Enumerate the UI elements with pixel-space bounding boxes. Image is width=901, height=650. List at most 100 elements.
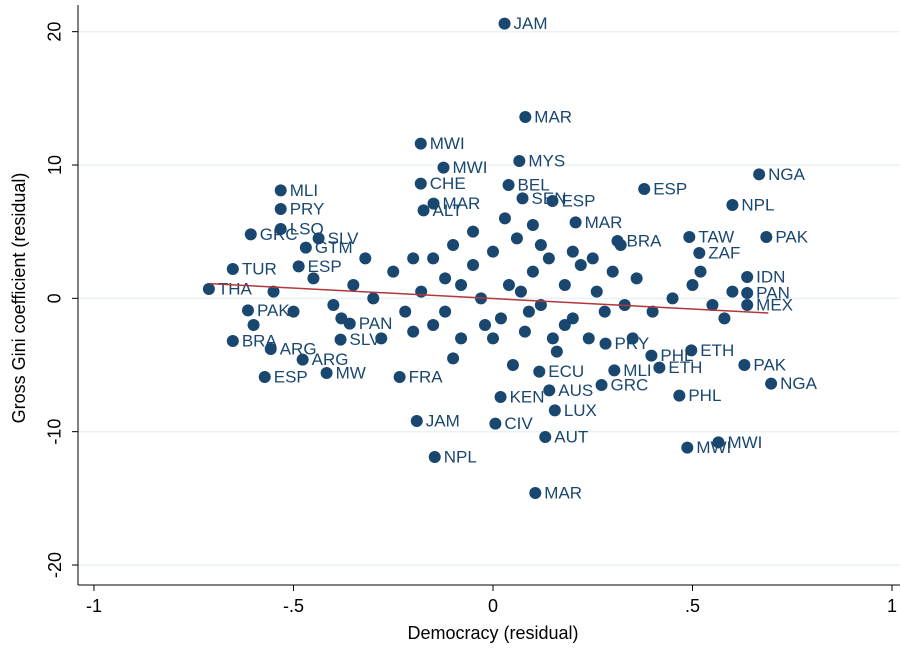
point <box>614 239 627 251</box>
point <box>375 332 388 345</box>
point <box>241 304 254 317</box>
point <box>387 265 400 278</box>
point <box>718 312 731 325</box>
point-label: MAR <box>534 107 572 126</box>
point <box>566 312 579 325</box>
point <box>486 332 499 345</box>
point <box>510 232 523 245</box>
point <box>522 305 535 318</box>
point <box>753 168 766 181</box>
point <box>455 279 468 291</box>
point <box>608 364 621 377</box>
point <box>414 177 427 190</box>
point <box>712 436 725 449</box>
point <box>264 343 277 355</box>
point-label: PAK <box>753 355 786 374</box>
x-tick-label: -.5 <box>283 596 304 616</box>
point <box>582 332 595 345</box>
point-label: MWI <box>430 134 465 153</box>
point-label: LUX <box>564 401 597 420</box>
point <box>606 265 619 278</box>
point <box>427 197 440 210</box>
point-label: PHL <box>688 386 721 405</box>
point-label: MWI <box>727 433 762 452</box>
point <box>226 263 239 275</box>
point-label: JAM <box>426 411 460 430</box>
point <box>274 184 287 197</box>
point <box>586 252 599 265</box>
point <box>533 365 546 378</box>
point <box>292 260 305 273</box>
point-label: ARG <box>312 350 349 369</box>
point <box>393 371 406 383</box>
point <box>320 367 333 379</box>
point <box>407 252 420 265</box>
point-label: ETH <box>668 358 702 377</box>
point-label: PHL <box>660 346 693 365</box>
point-label: SLV <box>328 229 360 248</box>
point <box>666 292 679 305</box>
point-label: NPL <box>741 195 774 214</box>
point-label: SLV <box>350 330 382 349</box>
point <box>566 245 579 258</box>
point <box>427 252 440 265</box>
point-label: AUS <box>558 381 593 400</box>
point <box>526 219 539 231</box>
point-label: MAR <box>443 194 481 213</box>
point-label: ESP <box>653 179 687 198</box>
point-label: ESP <box>561 191 595 210</box>
point <box>548 404 561 417</box>
point <box>681 441 694 454</box>
x-tick-label: 1 <box>887 596 897 616</box>
point-label: PRY <box>290 199 325 218</box>
point <box>399 305 412 318</box>
point <box>626 332 639 345</box>
point <box>543 384 556 397</box>
point <box>539 431 552 443</box>
x-tick-label: 0 <box>488 596 498 616</box>
point <box>519 111 532 123</box>
point-label: JAM <box>514 14 548 33</box>
y-tick-label: 20 <box>45 22 65 42</box>
point <box>494 391 507 403</box>
point <box>599 337 612 350</box>
point-label: ESP <box>274 367 308 386</box>
point <box>467 225 480 238</box>
point-label: MLI <box>290 181 318 200</box>
point-label: AUT <box>554 427 588 446</box>
point <box>428 451 441 463</box>
point-label: IDN <box>756 267 785 286</box>
point-label: MEX <box>756 295 793 314</box>
point <box>765 377 778 390</box>
point <box>489 417 502 430</box>
point <box>518 325 531 338</box>
point <box>299 241 312 254</box>
point <box>595 379 608 391</box>
point <box>694 265 707 278</box>
point <box>226 335 239 347</box>
point <box>683 231 696 243</box>
point <box>327 299 340 311</box>
point <box>546 332 559 345</box>
point <box>414 137 427 150</box>
point <box>447 239 460 251</box>
point <box>514 285 527 298</box>
point <box>546 195 559 207</box>
point <box>686 279 699 291</box>
point <box>439 305 452 318</box>
point <box>738 359 751 371</box>
x-tick-label: .5 <box>685 596 700 616</box>
point <box>417 204 430 217</box>
point <box>274 223 287 235</box>
point-label: MLI <box>623 361 651 380</box>
point <box>498 212 511 225</box>
point <box>415 285 428 298</box>
point <box>726 199 739 211</box>
point-label: KEN <box>510 387 545 406</box>
point <box>274 203 287 215</box>
point <box>467 259 480 271</box>
fit-line <box>209 282 769 314</box>
point-label: MWI <box>453 158 488 177</box>
point <box>498 17 511 30</box>
